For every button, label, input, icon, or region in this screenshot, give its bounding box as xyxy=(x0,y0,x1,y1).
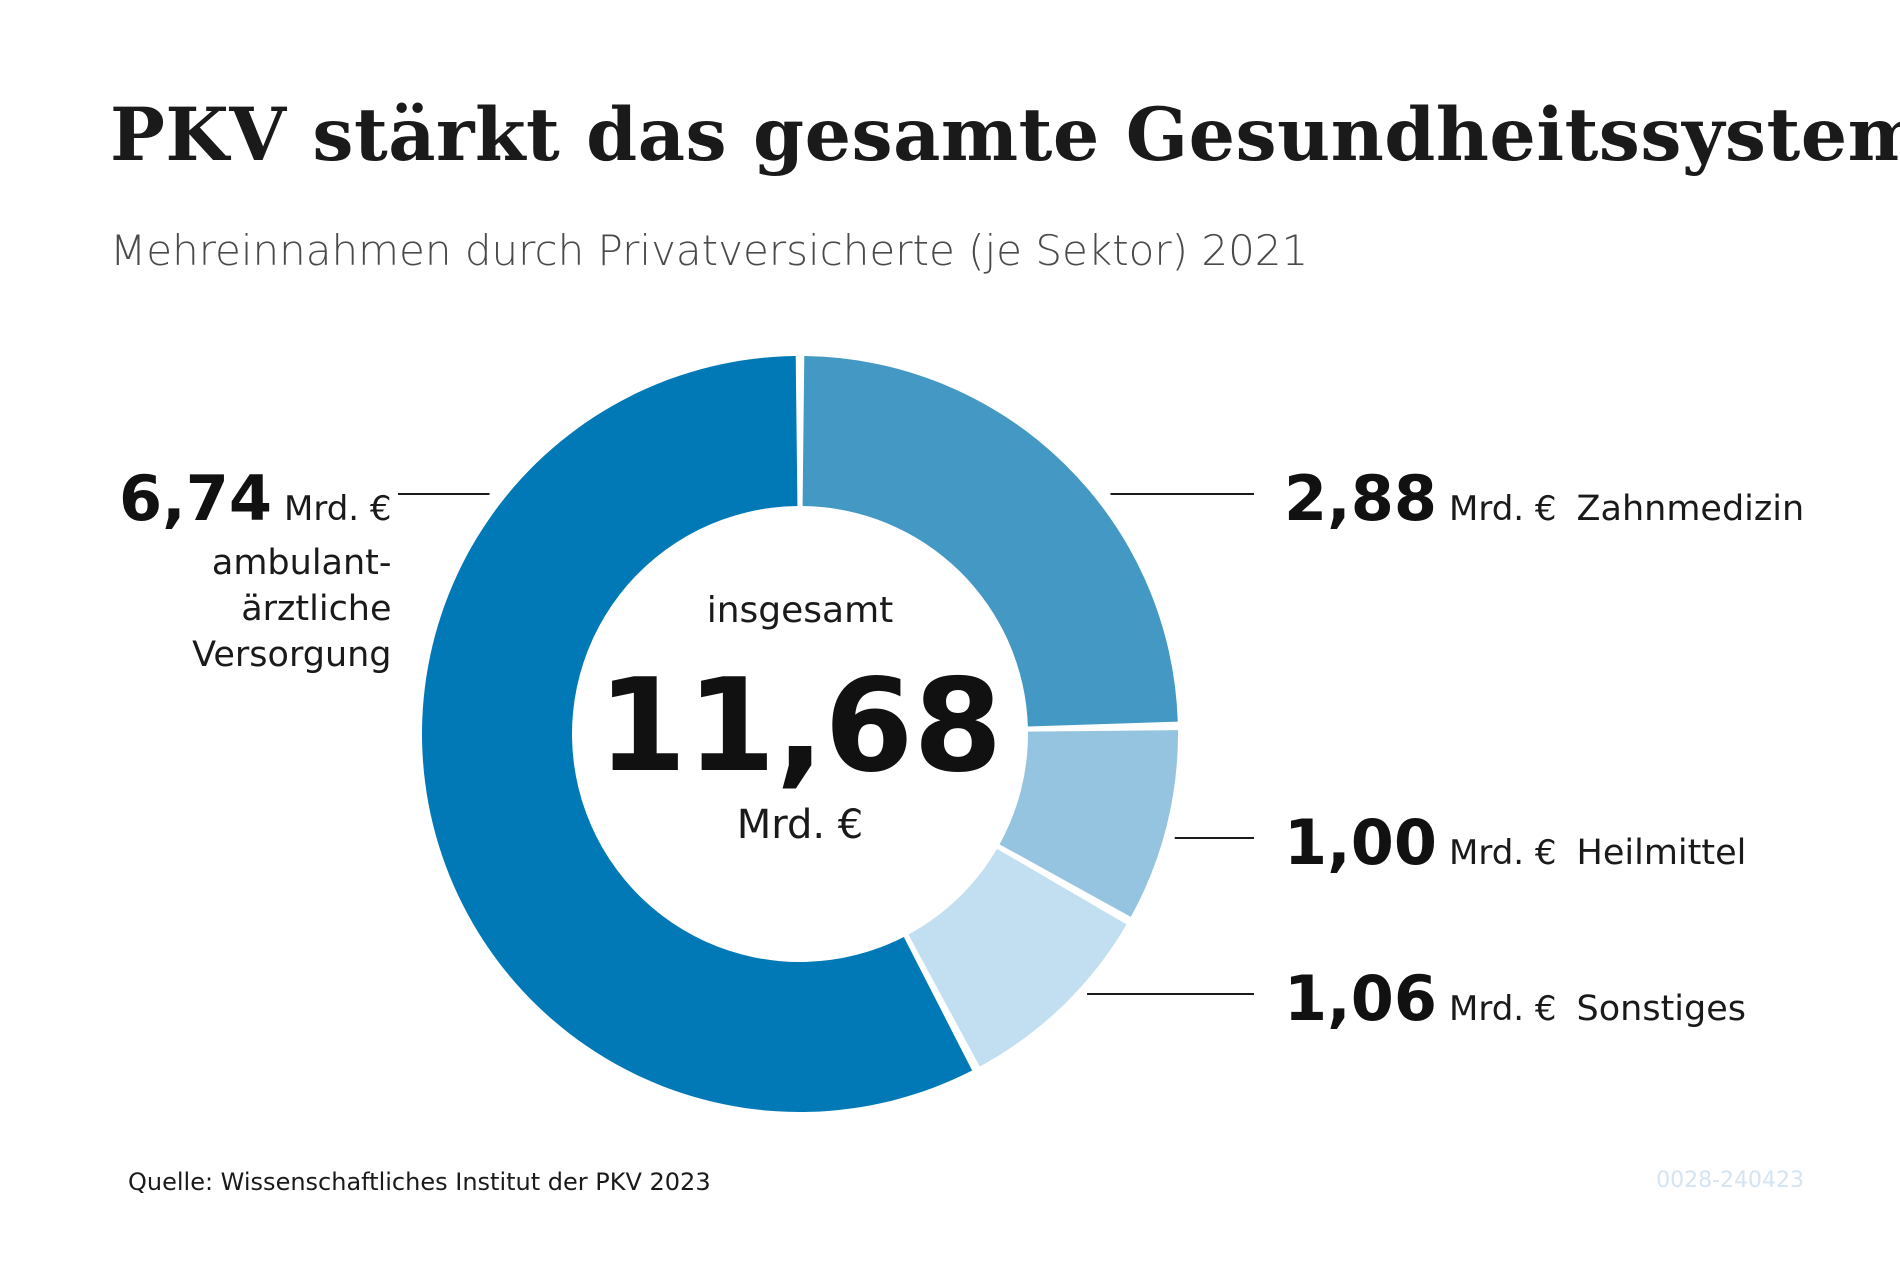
slice-sonstiges xyxy=(908,848,1127,1067)
unit-label-zahnmedizin: Mrd. € xyxy=(1449,489,1557,529)
donut-slices xyxy=(422,356,1179,1113)
unit-label-ambulant-rztliche-versorgung: Mrd. € xyxy=(284,489,392,529)
unit-label-sonstiges: Mrd. € xyxy=(1449,989,1557,1029)
value-label-sonstiges: 1,06 xyxy=(1284,962,1437,1035)
category-label-ambulant-rztliche-versorgung-line-2: ärztliche xyxy=(241,589,391,629)
unit-label-heilmittel: Mrd. € xyxy=(1449,833,1557,873)
total-unit: Mrd. € xyxy=(737,802,864,848)
total-value: 11,68 xyxy=(598,652,1003,801)
slice-labels: 2,88 Mrd. € Zahnmedizin 1,00 Mrd. € Heilmitte… xyxy=(119,462,1804,1035)
total-caption: insgesamt xyxy=(707,590,894,631)
source-note: Quelle: Wissenschaftliches Institut der … xyxy=(128,1168,711,1196)
category-label-ambulant-rztliche-versorgung-line-3: Versorgung xyxy=(192,635,391,675)
value-label-zahnmedizin: 2,88 xyxy=(1284,462,1437,535)
category-label-zahnmedizin: Zahnmedizin xyxy=(1577,489,1805,529)
category-label-ambulant-rztliche-versorgung-line-1: ambulant- xyxy=(212,543,392,583)
slice-zahnmedizin xyxy=(802,356,1178,727)
label-group-ambulant-rztliche-versorgung: 6,74 Mrd. € ambulant-ärztliche Versorgung xyxy=(119,462,490,675)
chart-title: PKV stärkt das gesamte Gesundheitssystem xyxy=(110,92,1900,178)
label-group-sonstiges: 1,06 Mrd. € Sonstiges xyxy=(1087,962,1746,1035)
label-group-zahnmedizin: 2,88 Mrd. € Zahnmedizin xyxy=(1110,462,1804,535)
value-label-heilmittel: 1,00 xyxy=(1284,806,1437,879)
category-label-sonstiges: Sonstiges xyxy=(1577,989,1746,1029)
chart-subtitle: Mehreinnahmen durch Privatversicherte (j… xyxy=(110,226,1309,275)
slice-heilmittel xyxy=(999,730,1179,917)
value-label-ambulant-rztliche-versorgung: 6,74 xyxy=(119,462,272,535)
graphic-id: 0028-240423 xyxy=(1656,1168,1804,1193)
donut-center: insgesamt 11,68 Mrd. € xyxy=(598,590,1003,848)
category-label-heilmittel: Heilmittel xyxy=(1577,833,1747,873)
label-group-heilmittel: 1,00 Mrd. € Heilmittel xyxy=(1174,806,1747,879)
slice-ambulant-rztliche-versorgung xyxy=(422,356,973,1113)
